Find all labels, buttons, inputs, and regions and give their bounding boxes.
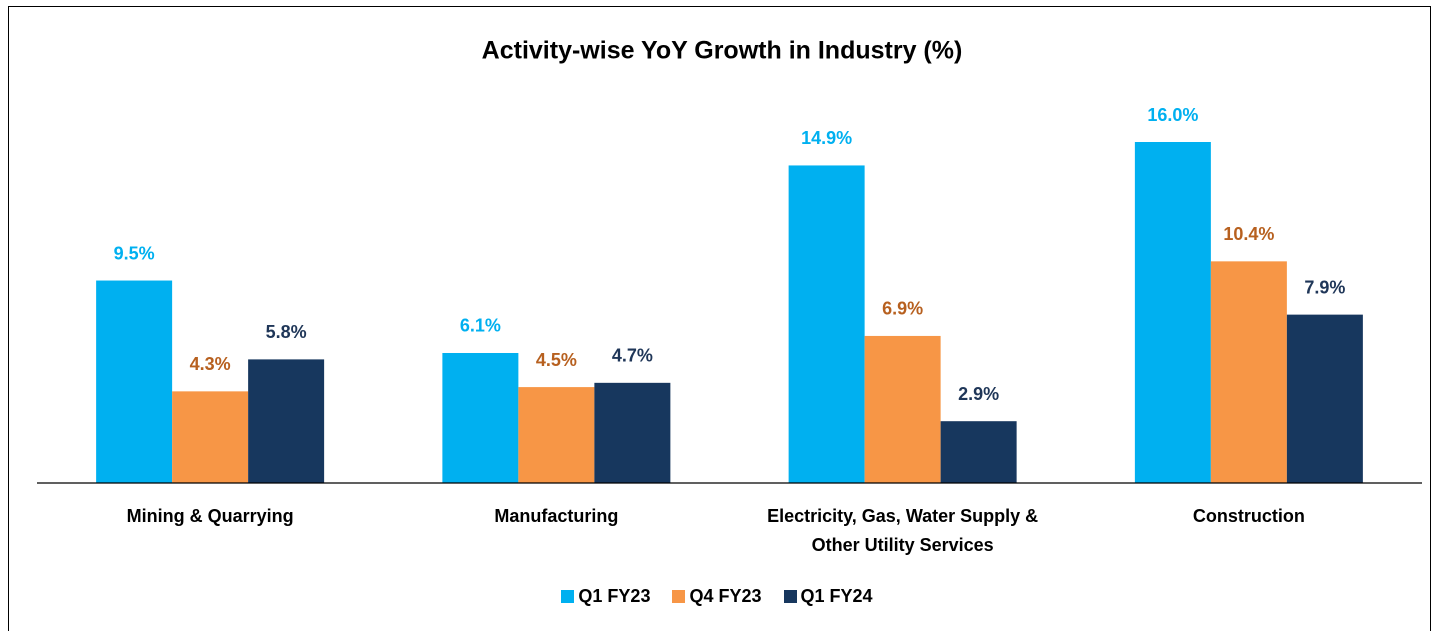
bar: [788, 165, 865, 483]
legend-swatch: [672, 590, 686, 603]
value-label: 10.4%: [1223, 224, 1274, 244]
value-label: 14.9%: [801, 128, 852, 148]
value-label: 6.1%: [460, 316, 501, 336]
x-tick-label: Construction: [1192, 506, 1305, 526]
legend-swatch: [561, 590, 575, 603]
legend-label: Q1 FY24: [800, 586, 873, 606]
chart-title: Activity-wise YoY Growth in Industry (%): [482, 37, 963, 65]
bar: [518, 387, 595, 483]
value-label: 9.5%: [114, 243, 155, 263]
bar: [594, 382, 671, 483]
value-label: 4.5%: [536, 350, 577, 370]
bar: [1134, 142, 1211, 483]
bar: [864, 335, 941, 483]
value-label: 5.8%: [266, 322, 307, 342]
legend: Q1 FY23 Q4 FY23 Q1 FY24: [0, 586, 1434, 607]
x-tick-label: Mining & Quarrying: [126, 506, 294, 526]
legend-item: Q1 FY24: [783, 586, 873, 607]
bar: [1286, 314, 1363, 483]
value-label: 4.3%: [190, 354, 231, 374]
legend-item: Q4 FY23: [672, 586, 762, 607]
bar: [172, 391, 249, 483]
x-tick-label: Electricity, Gas, Water Supply & Other U…: [767, 506, 1039, 555]
bar: [442, 352, 519, 483]
bar: [940, 421, 1017, 483]
legend-label: Q1 FY23: [578, 586, 651, 606]
legend-label: Q4 FY23: [689, 586, 762, 606]
bar: [1210, 261, 1287, 483]
frame: [8, 6, 1431, 631]
legend-swatch: [783, 590, 797, 603]
bar: [248, 359, 325, 483]
legend-item: Q1 FY23: [561, 586, 650, 607]
value-label: 16.0%: [1147, 105, 1198, 125]
value-label: 7.9%: [1304, 277, 1345, 297]
bar: [96, 280, 173, 483]
value-label: 6.9%: [882, 299, 923, 319]
value-label: 2.9%: [958, 384, 999, 404]
value-label: 4.7%: [612, 346, 653, 366]
x-tick-label: Manufacturing: [494, 506, 619, 526]
